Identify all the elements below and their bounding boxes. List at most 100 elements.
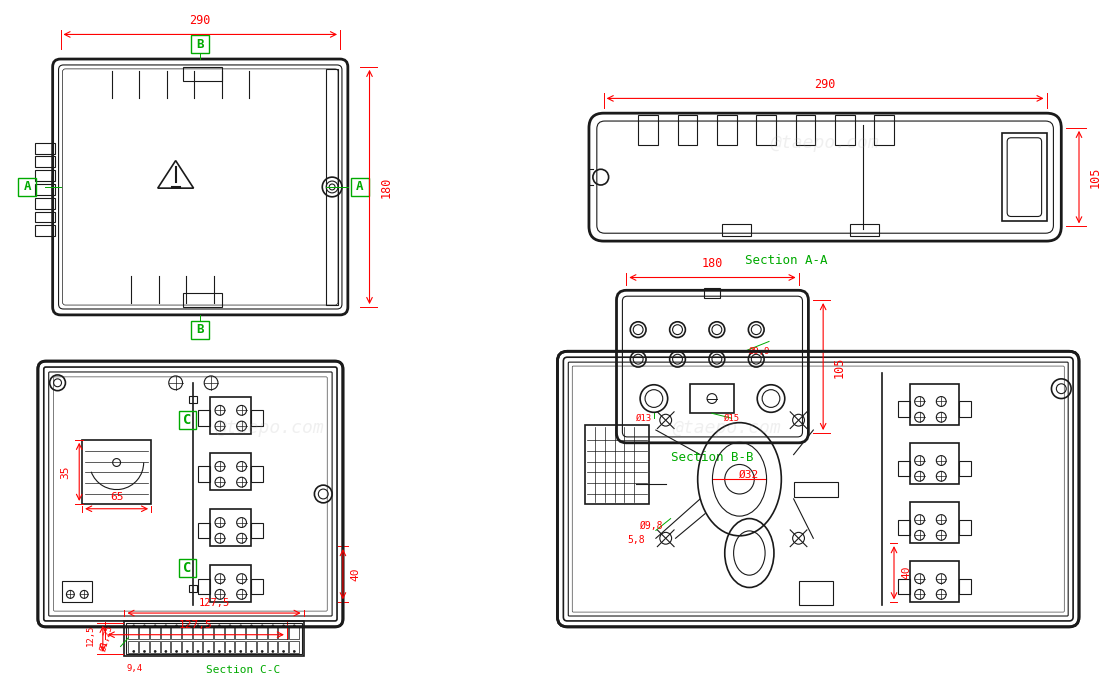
Circle shape xyxy=(219,625,221,627)
Bar xyxy=(210,453,252,490)
Bar xyxy=(191,35,209,53)
Bar xyxy=(171,641,181,653)
Bar xyxy=(182,67,222,81)
Text: 65: 65 xyxy=(110,492,123,502)
Bar xyxy=(959,402,971,417)
Bar xyxy=(214,641,224,653)
Text: Ø32: Ø32 xyxy=(739,469,759,479)
Circle shape xyxy=(293,651,295,653)
Bar xyxy=(190,396,198,404)
Circle shape xyxy=(293,625,295,627)
Bar xyxy=(199,578,210,595)
Bar xyxy=(850,224,879,236)
Bar xyxy=(256,641,266,653)
Bar xyxy=(182,626,192,639)
Bar xyxy=(179,559,196,576)
Text: C: C xyxy=(183,413,192,427)
Circle shape xyxy=(208,651,210,653)
Bar xyxy=(875,115,894,144)
Circle shape xyxy=(219,651,221,653)
Bar xyxy=(268,626,278,639)
Text: 290: 290 xyxy=(815,78,836,90)
Bar xyxy=(190,585,198,593)
FancyBboxPatch shape xyxy=(52,59,347,315)
Bar xyxy=(34,157,54,167)
Circle shape xyxy=(186,651,189,653)
Text: 180: 180 xyxy=(380,176,392,198)
Text: B: B xyxy=(196,323,204,336)
Bar xyxy=(796,115,815,144)
Bar xyxy=(210,565,252,602)
Circle shape xyxy=(283,651,284,653)
Bar xyxy=(203,626,213,639)
Bar xyxy=(246,641,255,653)
Bar xyxy=(139,641,149,653)
Circle shape xyxy=(261,625,263,627)
Circle shape xyxy=(283,625,284,627)
Bar xyxy=(34,170,54,181)
Circle shape xyxy=(229,651,231,653)
Bar xyxy=(235,641,245,653)
FancyBboxPatch shape xyxy=(616,290,808,443)
Text: A: A xyxy=(23,180,31,194)
Bar xyxy=(959,578,971,595)
Text: Ø13: Ø13 xyxy=(636,414,652,423)
Bar xyxy=(798,580,832,605)
Bar xyxy=(191,321,209,338)
Circle shape xyxy=(165,625,166,627)
Bar xyxy=(898,402,910,417)
Bar xyxy=(289,641,299,653)
Bar xyxy=(34,142,54,153)
Bar xyxy=(82,440,151,504)
Bar xyxy=(351,178,369,196)
Bar xyxy=(224,641,234,653)
Text: B: B xyxy=(196,38,204,51)
Text: 180: 180 xyxy=(702,256,723,269)
Bar xyxy=(171,626,181,639)
Bar xyxy=(585,425,649,504)
Bar xyxy=(898,520,910,535)
Bar xyxy=(246,626,255,639)
Bar xyxy=(124,621,303,656)
Text: Ø1,25: Ø1,25 xyxy=(99,624,114,652)
Circle shape xyxy=(240,651,242,653)
Circle shape xyxy=(133,625,134,627)
Bar xyxy=(898,460,910,477)
Bar xyxy=(62,580,92,602)
Text: 35: 35 xyxy=(60,466,70,479)
Bar xyxy=(210,397,252,434)
Text: Section C-C: Section C-C xyxy=(206,666,281,675)
Circle shape xyxy=(208,625,210,627)
Bar xyxy=(214,626,224,639)
Bar xyxy=(252,522,263,538)
Text: 105: 105 xyxy=(832,356,846,378)
Text: Ø15: Ø15 xyxy=(724,414,739,423)
Circle shape xyxy=(272,625,274,627)
Bar xyxy=(210,509,252,546)
Bar xyxy=(638,115,658,144)
Bar xyxy=(129,626,138,639)
Circle shape xyxy=(251,651,252,653)
Circle shape xyxy=(240,625,242,627)
Bar xyxy=(252,578,263,595)
Bar xyxy=(722,224,751,236)
Bar xyxy=(289,626,299,639)
Bar xyxy=(704,288,719,298)
Text: A: A xyxy=(356,180,363,194)
Bar xyxy=(129,641,138,653)
Circle shape xyxy=(229,625,231,627)
Bar xyxy=(268,641,278,653)
Text: 12,5: 12,5 xyxy=(85,625,94,647)
Bar xyxy=(835,115,855,144)
Circle shape xyxy=(154,625,157,627)
Bar xyxy=(279,626,287,639)
Bar xyxy=(717,115,737,144)
Circle shape xyxy=(133,651,134,653)
Bar xyxy=(910,502,959,543)
Text: Section B-B: Section B-B xyxy=(670,451,754,464)
Bar xyxy=(18,178,36,196)
Circle shape xyxy=(272,651,274,653)
Bar xyxy=(252,410,263,426)
Bar xyxy=(959,460,971,477)
Bar xyxy=(179,411,196,429)
